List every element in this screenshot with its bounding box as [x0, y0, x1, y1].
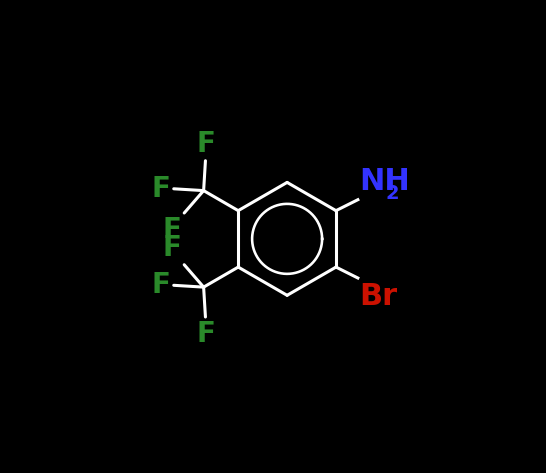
Text: F: F	[152, 272, 171, 299]
Text: 2: 2	[386, 184, 400, 202]
Text: NH: NH	[360, 167, 411, 196]
Text: F: F	[196, 130, 215, 158]
Text: Br: Br	[360, 281, 398, 311]
Text: F: F	[162, 216, 181, 244]
Text: F: F	[162, 234, 181, 262]
Text: F: F	[152, 175, 171, 203]
Text: F: F	[196, 320, 215, 348]
